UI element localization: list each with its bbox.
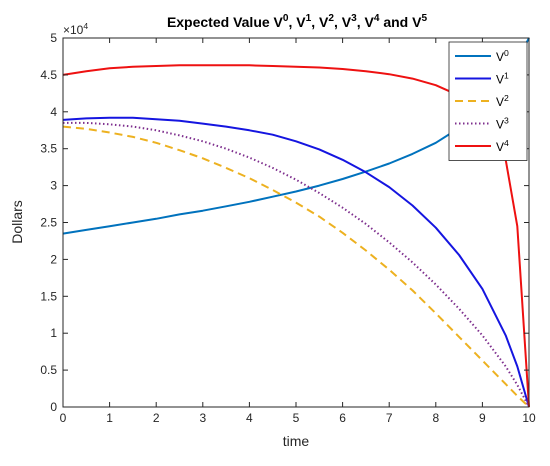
x-tick-label: 8 (432, 411, 439, 425)
series-line-2 (62, 125, 530, 408)
x-tick-label: 9 (479, 411, 486, 425)
y-tick-label: 0.5 (40, 363, 57, 377)
y-tick-label: 2 (50, 252, 57, 266)
y-tick-label: 4 (50, 105, 57, 119)
y-tick-label: 3 (50, 179, 57, 193)
x-tick-label: 7 (386, 411, 393, 425)
y-tick-label: 1 (50, 326, 57, 340)
legend-label-0: V0 (496, 48, 509, 64)
x-tick-label: 1 (106, 411, 113, 425)
y-tick-label: 5 (50, 31, 57, 45)
x-tick-label: 6 (339, 411, 346, 425)
legend-label-2: V2 (496, 93, 509, 109)
y-tick-label: 1.5 (40, 289, 57, 303)
series-line-3 (63, 121, 530, 408)
x-axis-label: time (283, 433, 310, 449)
legend-label-4: V4 (496, 138, 509, 154)
x-tick-label: 4 (246, 411, 253, 425)
legend: V0 V1 V2 V3 V4 (448, 41, 528, 161)
x-tick-label: 10 (522, 411, 536, 425)
series-line-1 (62, 116, 530, 408)
y-tick-label: 4.5 (40, 68, 57, 82)
y-axis-label: Dollars (9, 200, 25, 244)
y-tick-label: 2.5 (40, 216, 57, 230)
legend-label-3: V3 (496, 116, 509, 132)
x-tick-label: 0 (60, 411, 67, 425)
chart-title: Expected Value V0, V1, V2, V3, V4 and V5 (167, 13, 428, 30)
legend-label-1: V1 (496, 71, 509, 87)
x-tick-label: 3 (199, 411, 206, 425)
ticks-layer: 0 1 2 3 4 5 6 7 8 9 10 0 0.5 1 1.5 2 2.5 3 3.5 4 4.5 5 (40, 31, 536, 425)
y-tick-label: 3.5 (40, 142, 57, 156)
x-tick-label: 2 (153, 411, 160, 425)
x-tick-label: 5 (293, 411, 300, 425)
y-exponent-label: ×104 (63, 21, 88, 37)
y-tick-label: 0 (50, 400, 57, 414)
